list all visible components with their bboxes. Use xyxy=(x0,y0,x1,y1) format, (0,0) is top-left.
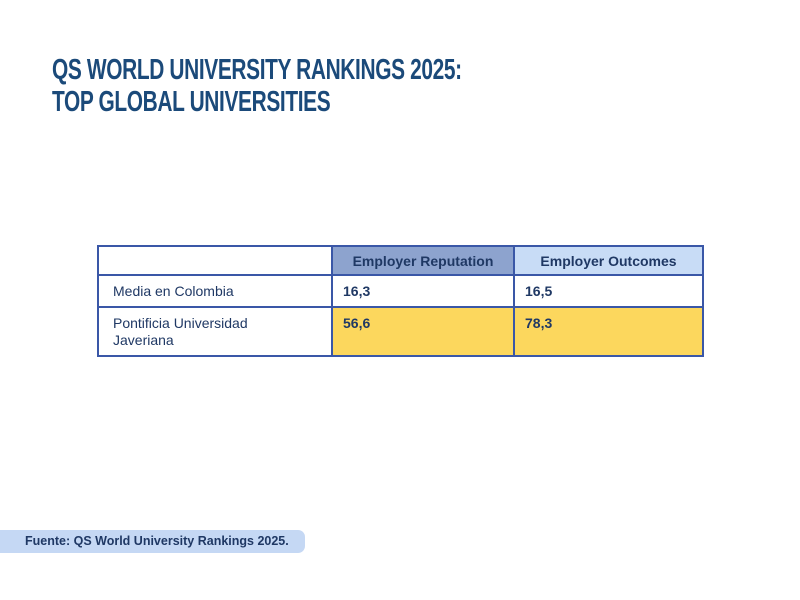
rankings-table: Employer Reputation Employer Outcomes Me… xyxy=(97,245,704,357)
table-row: Pontificia Universidad Javeriana 56,6 78,3 xyxy=(97,306,704,357)
row-value: 16,5 xyxy=(513,274,704,308)
row-value: 56,6 xyxy=(331,306,515,357)
header-employer-outcomes: Employer Outcomes xyxy=(513,245,704,276)
page-title: QS WORLD UNIVERSITY RANKINGS 2025: TOP GL… xyxy=(52,54,462,118)
title-line-1: QS WORLD UNIVERSITY RANKINGS 2025: xyxy=(52,54,462,86)
table-header-row: Employer Reputation Employer Outcomes xyxy=(97,245,704,276)
row-value: 78,3 xyxy=(513,306,704,357)
header-employer-reputation: Employer Reputation xyxy=(331,245,515,276)
row-label: Pontificia Universidad Javeriana xyxy=(97,306,333,357)
row-label: Media en Colombia xyxy=(97,274,333,308)
source-badge: Fuente: QS World University Rankings 202… xyxy=(0,530,305,553)
header-empty-cell xyxy=(97,245,333,276)
row-value: 16,3 xyxy=(331,274,515,308)
title-line-2: TOP GLOBAL UNIVERSITIES xyxy=(52,86,331,118)
table-row: Media en Colombia 16,3 16,5 xyxy=(97,274,704,308)
